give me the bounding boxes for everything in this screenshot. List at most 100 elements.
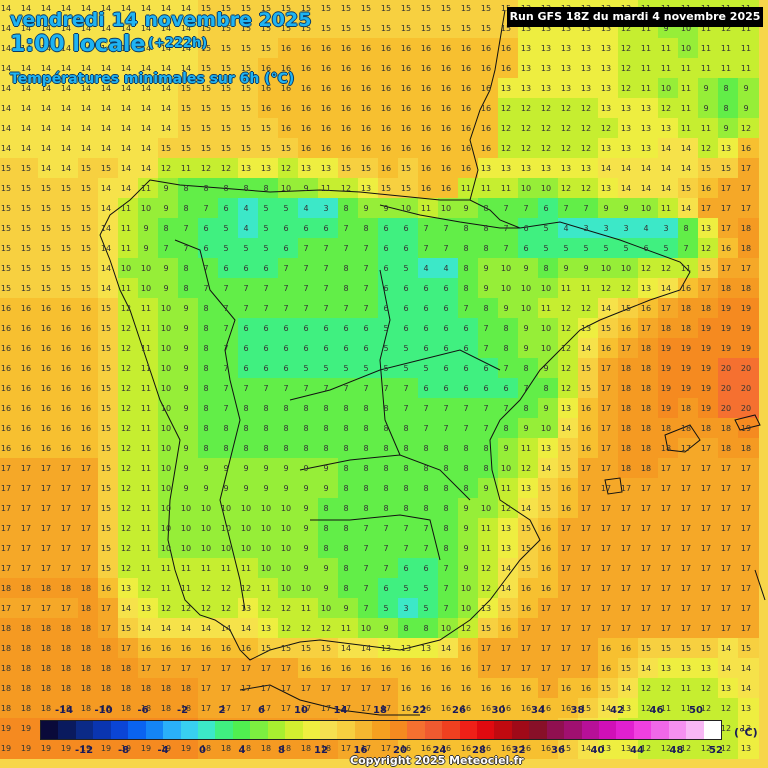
grid-value: 7 xyxy=(363,384,368,393)
temperature-cell xyxy=(558,158,579,179)
grid-value: 18 xyxy=(721,424,731,433)
grid-value: 9 xyxy=(183,364,188,373)
grid-value: 17 xyxy=(1,504,11,513)
grid-value: 12 xyxy=(161,604,171,613)
grid-value: 10 xyxy=(621,264,631,273)
grid-value: 18 xyxy=(41,584,51,593)
temperature-cell xyxy=(678,98,699,119)
grid-value: 7 xyxy=(503,204,508,213)
grid-value: 14 xyxy=(101,144,111,153)
temperature-cell xyxy=(38,138,59,159)
scale-swatch xyxy=(215,721,233,739)
grid-value: 18 xyxy=(721,444,731,453)
grid-value: 15 xyxy=(81,284,91,293)
scale-swatch xyxy=(285,721,303,739)
grid-value: 17 xyxy=(481,644,491,653)
temperature-cell xyxy=(58,0,79,19)
temperature-cell xyxy=(418,0,439,19)
grid-value: 17 xyxy=(741,624,751,633)
temperature-cell xyxy=(438,98,459,119)
grid-value: 11 xyxy=(661,204,671,213)
scale-label-top: 38 xyxy=(570,705,585,716)
grid-value: 16 xyxy=(461,104,471,113)
grid-value: 16 xyxy=(321,64,331,73)
grid-value: 11 xyxy=(481,184,491,193)
grid-value: 17 xyxy=(221,664,231,673)
grid-value: 12 xyxy=(501,104,511,113)
grid-value: 16 xyxy=(61,344,71,353)
grid-value: 7 xyxy=(303,264,308,273)
grid-value: 8 xyxy=(443,504,448,513)
grid-value: 8 xyxy=(343,284,348,293)
temperature-cell xyxy=(478,398,499,419)
grid-value: 17 xyxy=(581,524,591,533)
grid-value: 11 xyxy=(201,564,211,573)
grid-value: 9 xyxy=(523,324,528,333)
grid-value: 15 xyxy=(101,544,111,553)
temperature-cell xyxy=(218,238,239,259)
grid-value: 17 xyxy=(61,604,71,613)
grid-value: 6 xyxy=(363,324,368,333)
temperature-cell xyxy=(138,398,159,419)
temperature-cell xyxy=(298,58,319,79)
grid-value: 18 xyxy=(121,704,131,713)
temperature-cell xyxy=(398,38,419,59)
temperature-cell xyxy=(0,298,19,319)
temperature-cell xyxy=(418,218,439,239)
temperature-cell xyxy=(118,118,139,139)
grid-value: 10 xyxy=(241,524,251,533)
grid-value: 12 xyxy=(121,524,131,533)
grid-value: 8 xyxy=(443,444,448,453)
grid-value: 9 xyxy=(183,484,188,493)
grid-value: 14 xyxy=(1,124,11,133)
temperature-cell xyxy=(18,278,39,299)
grid-value: 13 xyxy=(581,324,591,333)
grid-value: 6 xyxy=(283,324,288,333)
grid-value: 11 xyxy=(681,64,691,73)
scale-swatch xyxy=(407,721,425,739)
temperature-cell xyxy=(198,78,219,99)
temperature-cell xyxy=(138,338,159,359)
grid-value: 15 xyxy=(1,164,11,173)
temperature-cell xyxy=(658,298,679,319)
temperature-cell xyxy=(658,358,679,379)
temperature-cell xyxy=(118,218,139,239)
temperature-cell xyxy=(558,318,579,339)
grid-value: 13 xyxy=(641,104,651,113)
grid-value: 10 xyxy=(201,544,211,553)
grid-value: 9 xyxy=(323,484,328,493)
temperature-cell xyxy=(498,58,519,79)
grid-value: 8 xyxy=(463,224,468,233)
grid-value: 16 xyxy=(301,64,311,73)
temperature-cell xyxy=(238,18,259,39)
temperature-cell xyxy=(518,118,539,139)
grid-value: 8 xyxy=(423,444,428,453)
grid-value: 16 xyxy=(361,84,371,93)
grid-value: 15 xyxy=(601,684,611,693)
grid-value: 17 xyxy=(701,444,711,453)
temperature-cell xyxy=(98,198,119,219)
grid-value: 15 xyxy=(321,644,331,653)
temperature-cell xyxy=(0,218,19,239)
grid-value: 17 xyxy=(281,684,291,693)
grid-value: 15 xyxy=(101,324,111,333)
temperature-cell xyxy=(498,358,519,379)
grid-value: 20 xyxy=(741,364,751,373)
grid-value: 5 xyxy=(403,364,408,373)
grid-value: 14 xyxy=(661,144,671,153)
grid-value: 14 xyxy=(741,664,751,673)
scale-label-bottom: 24 xyxy=(432,745,447,756)
grid-value: 6 xyxy=(523,224,528,233)
temperature-cell xyxy=(698,78,719,99)
grid-value: 11 xyxy=(141,344,151,353)
grid-value: 4 xyxy=(423,264,428,273)
grid-value: 18 xyxy=(661,444,671,453)
temperature-cell xyxy=(238,258,259,279)
grid-value: 15 xyxy=(601,324,611,333)
grid-value: 7 xyxy=(323,304,328,313)
temperature-cell xyxy=(478,38,499,59)
grid-value: 16 xyxy=(381,64,391,73)
grid-value: 16 xyxy=(261,104,271,113)
grid-value: 12 xyxy=(541,104,551,113)
temperature-cell xyxy=(678,198,699,219)
